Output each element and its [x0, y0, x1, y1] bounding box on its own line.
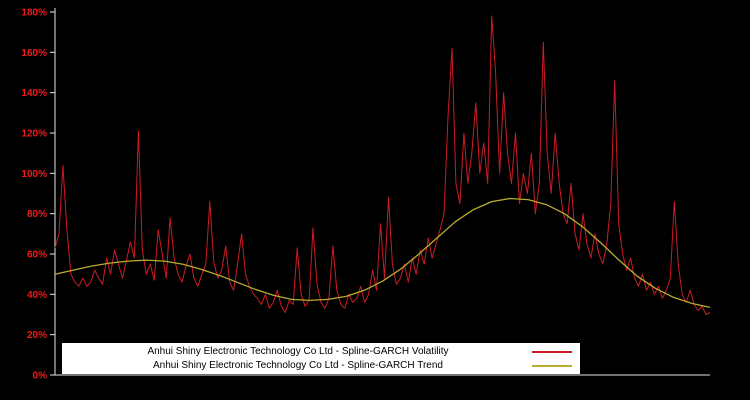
y-axis-tick-label: 60% — [27, 250, 47, 261]
y-axis-tick-label: 20% — [27, 330, 47, 341]
legend-label-volatility: Anhui Shiny Electronic Technology Co Ltd… — [147, 346, 449, 357]
legend: Anhui Shiny Electronic Technology Co Ltd… — [62, 343, 580, 374]
legend-item-volatility: Anhui Shiny Electronic Technology Co Ltd… — [62, 345, 580, 358]
y-axis-tick-label: 80% — [27, 209, 47, 220]
volatility-line-sample — [532, 351, 572, 353]
y-axis-tick-label: 140% — [21, 88, 47, 99]
legend-item-trend: Anhui Shiny Electronic Technology Co Ltd… — [62, 359, 580, 372]
legend-label-trend: Anhui Shiny Electronic Technology Co Ltd… — [153, 360, 443, 371]
y-axis-tick-label: 180% — [21, 8, 47, 19]
y-axis-tick-label: 100% — [21, 169, 47, 180]
y-axis-tick-label: 120% — [21, 129, 47, 140]
trend-line-sample — [532, 365, 572, 367]
y-axis-tick-label: 160% — [21, 48, 47, 59]
y-axis-tick-label: 40% — [27, 290, 47, 301]
y-axis-tick-label: 0% — [33, 371, 48, 382]
volatility-line — [54, 15, 711, 315]
trend-line — [54, 197, 711, 309]
